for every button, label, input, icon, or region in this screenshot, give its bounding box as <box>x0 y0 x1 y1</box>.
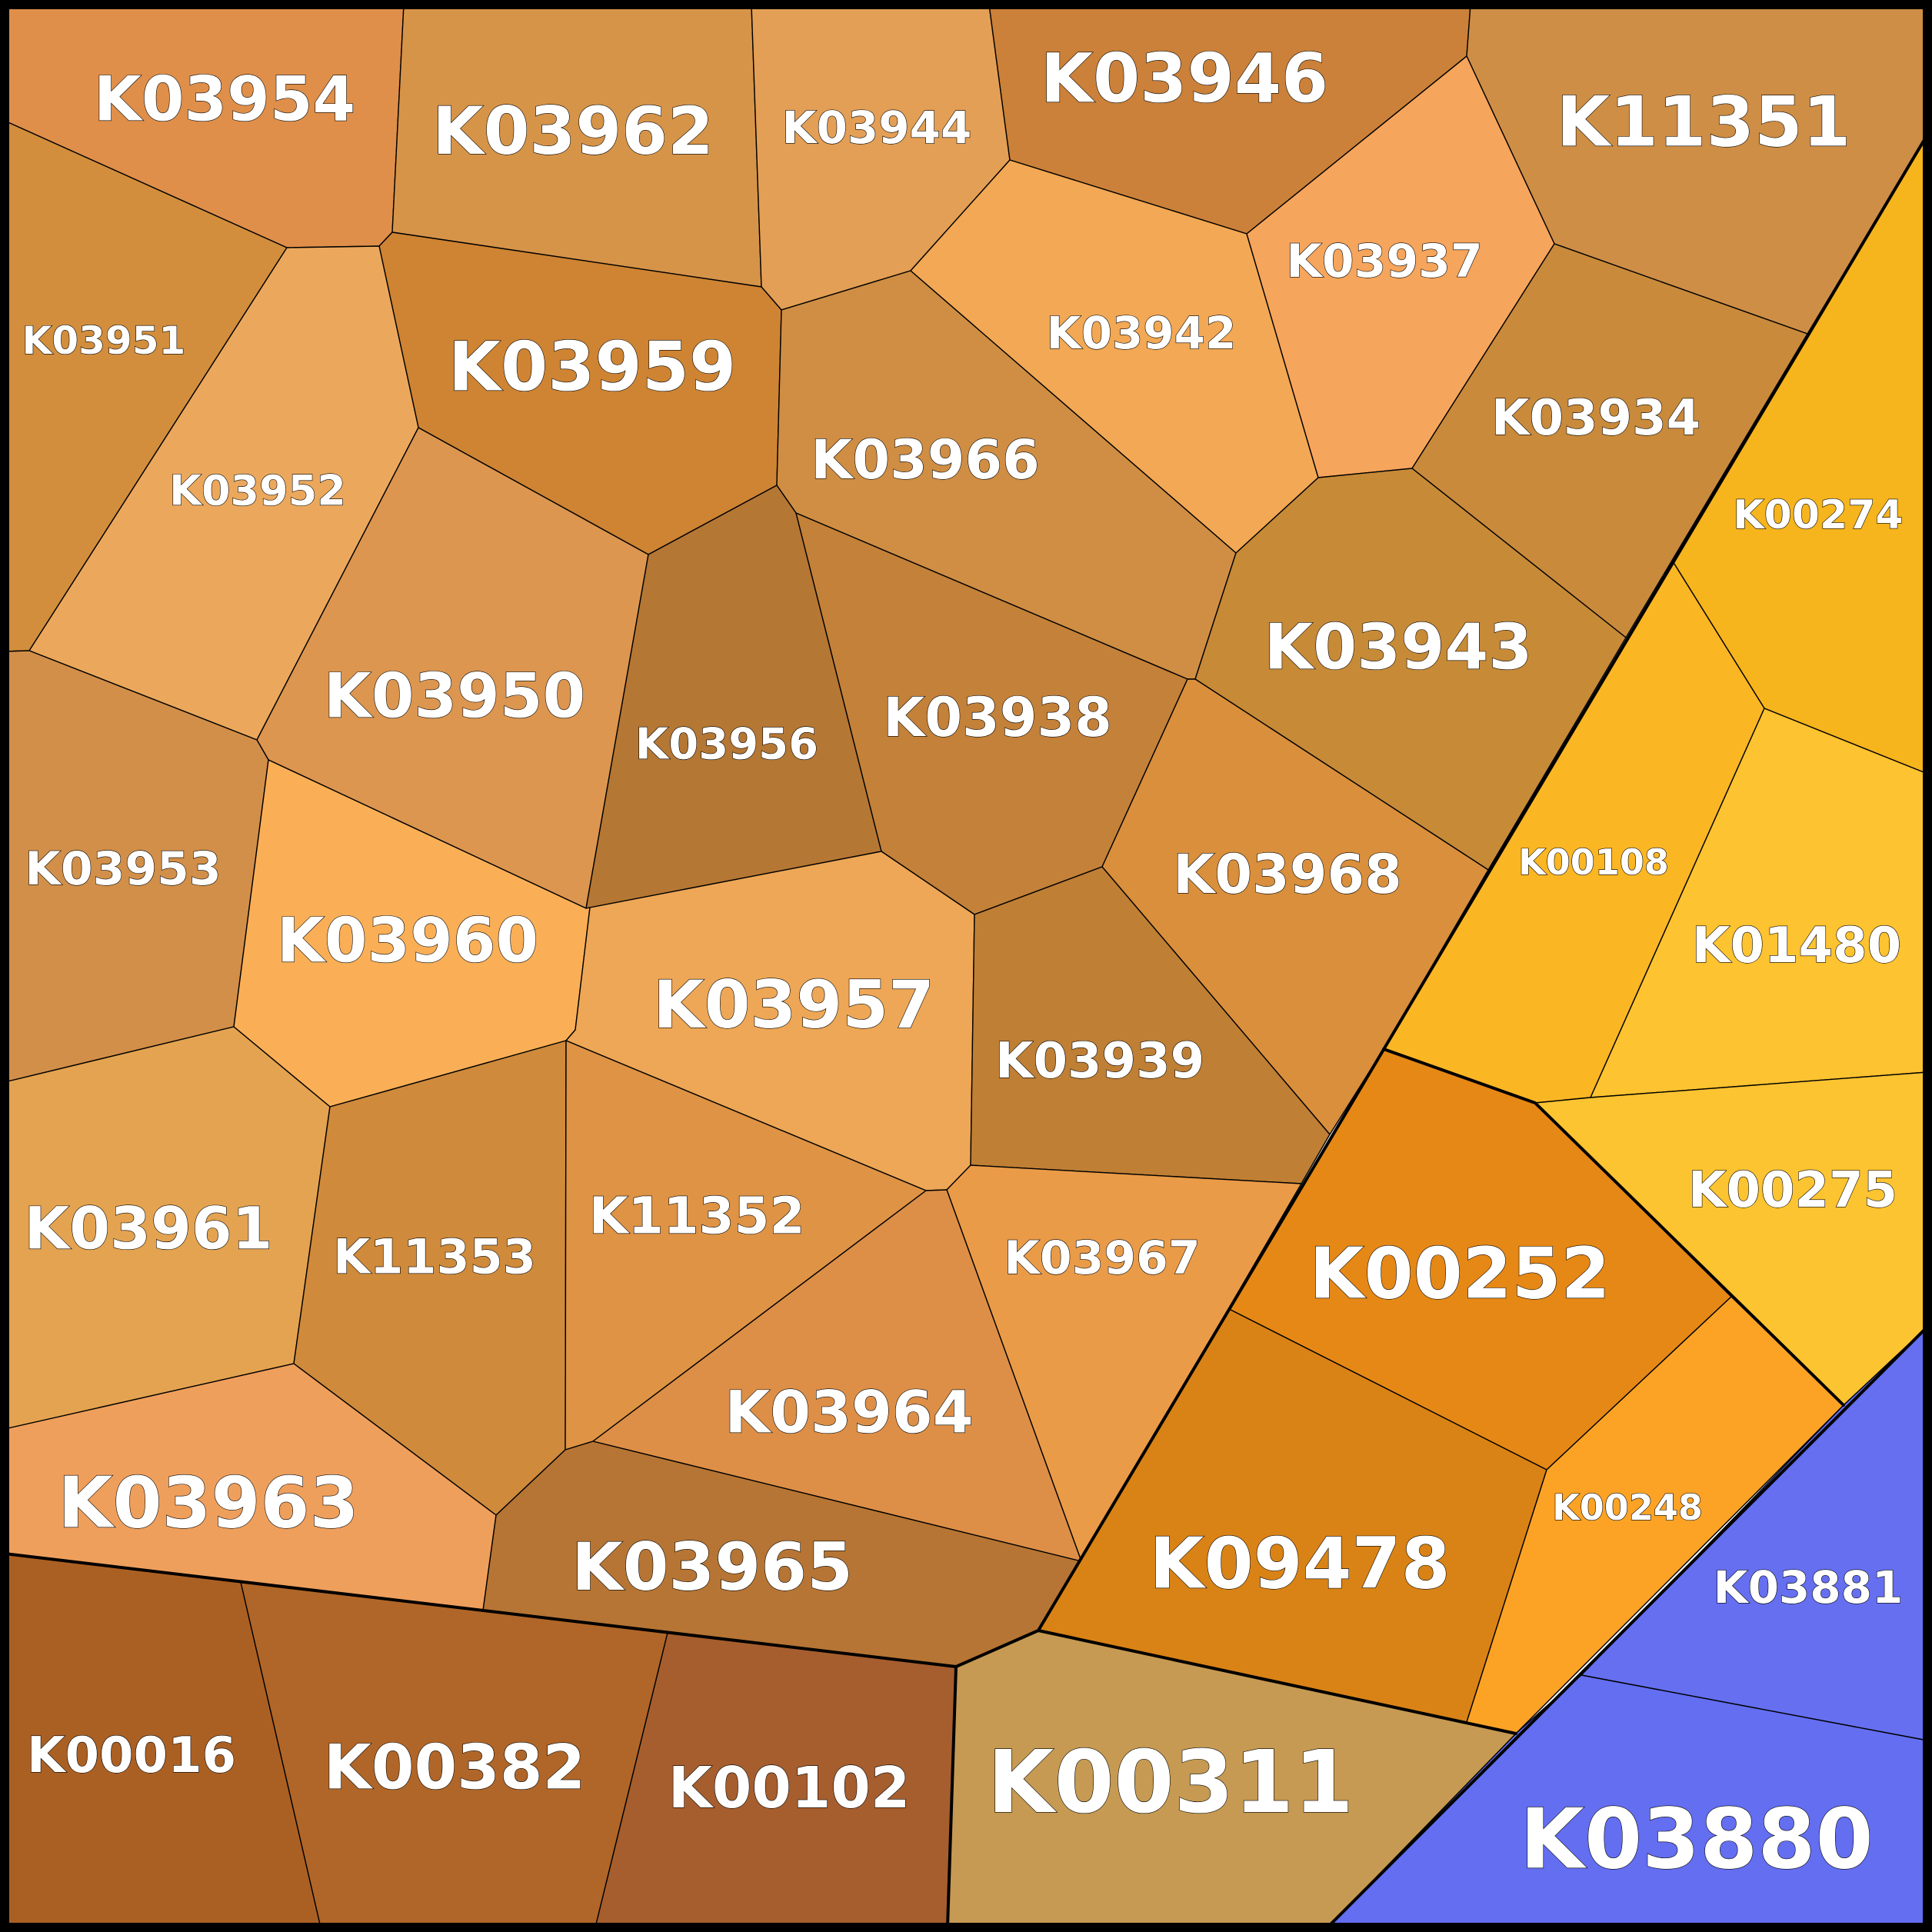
label-K03934: K03934 <box>1491 390 1700 447</box>
label-K03960: K03960 <box>277 905 538 977</box>
label-K03961: K03961 <box>24 1194 272 1263</box>
group-boundaries <box>3 133 1929 1929</box>
label-K03965: K03965 <box>571 1529 853 1606</box>
label-K03962: K03962 <box>432 93 714 170</box>
label-K03953: K03953 <box>25 842 221 896</box>
cell-K00248[interactable] <box>1466 1296 1844 1734</box>
label-K03968: K03968 <box>1173 843 1402 906</box>
label-K03880: K03880 <box>1520 1792 1873 1888</box>
label-K03951: K03951 <box>22 318 186 363</box>
label-K03939: K03939 <box>995 1033 1204 1090</box>
label-K11352: K11352 <box>589 1187 805 1246</box>
group-boundary-right <box>1037 1629 1517 1735</box>
label-K03959: K03959 <box>448 328 736 407</box>
label-K01480: K01480 <box>1692 918 1901 974</box>
label-K11351: K11351 <box>1557 82 1851 163</box>
label-K03950: K03950 <box>324 661 585 732</box>
label-K03946: K03946 <box>1041 39 1328 118</box>
label-K00016: K00016 <box>27 1727 236 1784</box>
label-K03956: K03956 <box>635 720 818 770</box>
label-K09478: K09478 <box>1149 1523 1450 1605</box>
label-K03967: K03967 <box>1004 1231 1200 1285</box>
label-K03943: K03943 <box>1264 611 1533 685</box>
label-K03952: K03952 <box>169 467 346 515</box>
label-K03954: K03954 <box>94 64 355 135</box>
label-K00274: K00274 <box>1733 492 1903 538</box>
label-K03937: K03937 <box>1286 235 1482 288</box>
group-boundary-yellow <box>1382 1048 1845 1407</box>
label-K00311: K00311 <box>988 1733 1354 1833</box>
label-K03881: K03881 <box>1714 1561 1904 1614</box>
label-K00275: K00275 <box>1688 1162 1897 1219</box>
label-K00382: K00382 <box>324 1732 585 1804</box>
label-K03944: K03944 <box>782 102 972 154</box>
label-K03957: K03957 <box>653 967 934 1044</box>
group-boundary-bottom <box>946 1665 958 1929</box>
label-K03966: K03966 <box>811 428 1040 491</box>
group-boundary-blue <box>1326 1325 1929 1929</box>
cell-K03939[interactable] <box>970 866 1331 1184</box>
label-K00252: K00252 <box>1309 1233 1610 1315</box>
label-K03942: K03942 <box>1047 307 1237 359</box>
label-K00248: K00248 <box>1552 1487 1703 1528</box>
label-K11353: K11353 <box>333 1229 536 1285</box>
label-K00102: K00102 <box>668 1755 911 1821</box>
label-K03938: K03938 <box>883 686 1112 749</box>
label-K03964: K03964 <box>724 1378 973 1447</box>
label-K03963: K03963 <box>58 1462 358 1544</box>
group-boundary-upper <box>3 133 1929 1668</box>
label-K00108: K00108 <box>1518 841 1669 883</box>
